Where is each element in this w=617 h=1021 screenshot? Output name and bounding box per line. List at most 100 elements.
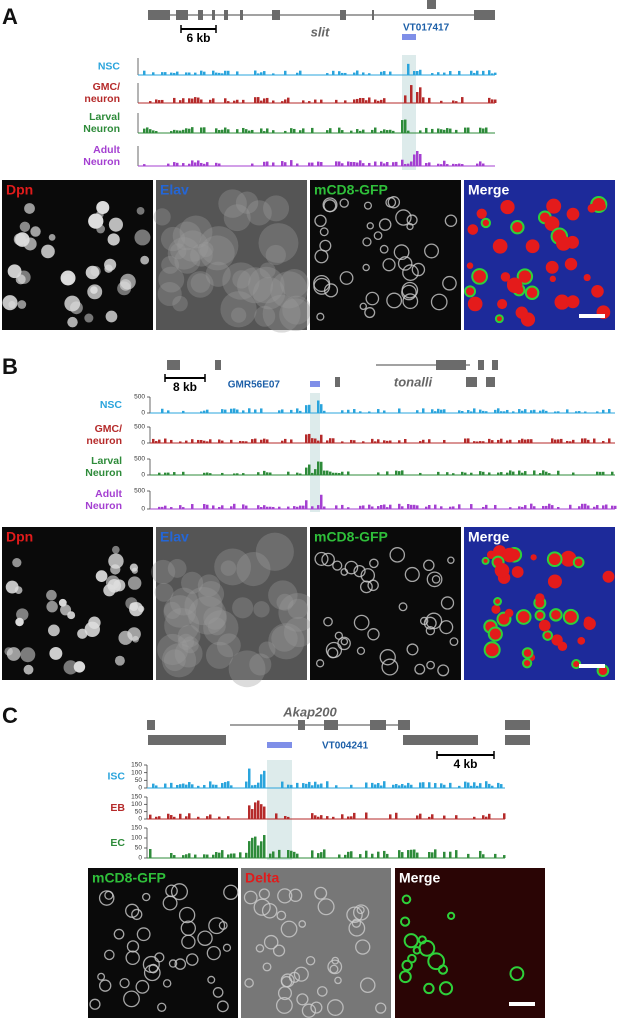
signal	[482, 471, 485, 475]
cell	[323, 616, 333, 627]
cell	[255, 944, 265, 953]
nucleus	[84, 313, 94, 323]
nucleus	[129, 602, 144, 617]
signal	[350, 851, 353, 858]
signal	[221, 505, 224, 509]
signal	[317, 505, 320, 509]
signal	[260, 841, 263, 858]
cell	[164, 607, 200, 644]
track-label: Neuron	[83, 123, 120, 135]
cell	[243, 890, 258, 905]
gene-name: slit	[311, 24, 330, 39]
cell	[279, 298, 312, 332]
cell	[506, 277, 523, 293]
nucleus	[12, 558, 22, 568]
signal	[461, 164, 464, 166]
signal	[509, 507, 512, 509]
signal	[494, 853, 497, 858]
signal	[188, 853, 191, 858]
signal	[362, 441, 365, 443]
cell	[386, 292, 403, 309]
signal	[206, 504, 209, 509]
signal	[173, 97, 176, 103]
signal	[482, 70, 485, 75]
signal	[611, 471, 614, 475]
track-label: neuron	[84, 93, 120, 105]
cell	[280, 269, 309, 298]
nucleus	[48, 234, 56, 241]
tick-label: 100	[131, 801, 142, 808]
track-label: NSC	[98, 60, 121, 72]
signal	[227, 129, 230, 133]
signal	[476, 441, 479, 443]
signal	[353, 409, 356, 413]
signal	[371, 129, 374, 133]
signal	[254, 97, 257, 103]
signal	[323, 470, 326, 475]
nucleus	[46, 600, 58, 613]
signal	[209, 814, 212, 819]
signal	[314, 815, 317, 819]
cell	[162, 979, 172, 988]
nucleus	[16, 608, 29, 621]
signal	[431, 409, 434, 413]
track-label: NSC	[100, 399, 123, 411]
signal	[182, 163, 185, 166]
signal	[323, 849, 326, 858]
nucleus	[132, 635, 139, 643]
signal	[185, 784, 188, 788]
signal	[455, 164, 458, 166]
track-label: GMC/	[95, 423, 122, 435]
cell	[466, 262, 474, 269]
signal	[608, 438, 611, 443]
signal	[179, 813, 182, 819]
signal	[200, 162, 203, 166]
image-label: Merge	[468, 529, 509, 545]
cell	[356, 646, 366, 655]
cell	[401, 894, 412, 905]
signal	[566, 440, 569, 443]
cell	[481, 556, 490, 565]
signal	[311, 438, 314, 443]
cell	[487, 626, 503, 642]
signal	[308, 464, 311, 475]
signal	[194, 72, 197, 75]
signal	[479, 471, 482, 475]
track-label: Larval	[89, 111, 120, 123]
signal	[263, 131, 266, 133]
signal	[326, 73, 329, 75]
signal	[443, 439, 446, 443]
cell	[566, 295, 580, 309]
signal	[533, 470, 536, 475]
signal	[272, 130, 275, 133]
signal	[326, 130, 329, 133]
nucleus	[49, 646, 63, 660]
signal	[245, 781, 248, 788]
cell	[426, 660, 435, 670]
signal	[173, 72, 176, 75]
cell	[153, 208, 171, 226]
cell	[401, 284, 417, 301]
signal	[557, 507, 560, 509]
cell	[181, 636, 199, 654]
signal	[485, 816, 488, 819]
signal	[347, 507, 350, 509]
cell	[199, 226, 239, 266]
signal	[509, 470, 512, 475]
signal	[242, 441, 245, 443]
signal	[449, 851, 452, 858]
signal	[230, 506, 233, 509]
signal	[182, 855, 185, 858]
cell	[282, 295, 312, 325]
signal	[236, 99, 239, 103]
signal	[575, 411, 578, 413]
cell	[398, 970, 412, 984]
signal	[242, 473, 245, 475]
signal	[311, 472, 314, 475]
signal	[428, 97, 431, 103]
cell	[334, 976, 342, 985]
signal	[380, 161, 383, 166]
tick-label: 0	[138, 816, 142, 823]
cell	[167, 559, 187, 578]
tick-label: 50	[135, 845, 143, 852]
